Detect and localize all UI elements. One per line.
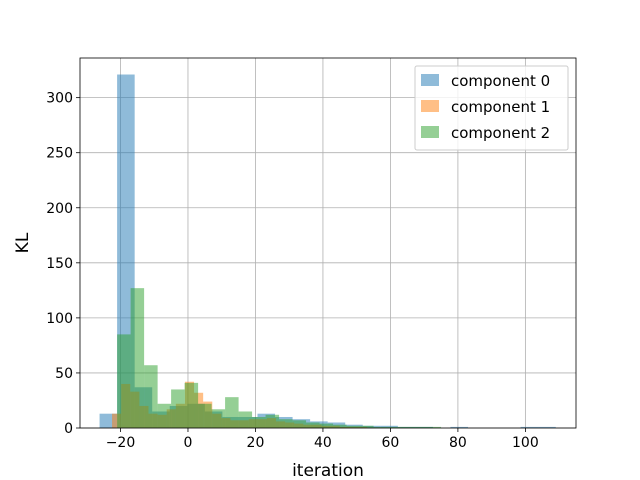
histogram-bar-s2-b3 — [157, 403, 172, 428]
histogram-bars — [99, 74, 556, 429]
histogram-bar-s2-b12 — [279, 419, 293, 428]
legend-swatch-component-2 — [421, 126, 439, 138]
histogram-bar-s2-b23 — [427, 426, 442, 428]
y-tick-label-3: 150 — [46, 256, 73, 272]
histogram-bar-s2-b11 — [265, 414, 280, 428]
histogram-bar-s2-b22 — [414, 426, 428, 428]
histogram-bar-s0-b20 — [450, 426, 469, 428]
x-tick-label-1: 0 — [184, 435, 193, 451]
x-axis-ticks: −20 0 20 40 60 80 100 — [106, 428, 539, 451]
histogram-bar-s1-b0 — [112, 413, 122, 428]
x-tick-label-3: 40 — [314, 435, 332, 451]
x-tick-label-5: 80 — [449, 435, 467, 451]
histogram-bar-s0-b25 — [538, 426, 556, 428]
x-axis-label: iteration — [292, 461, 364, 480]
legend-label-component-1: component 1 — [451, 98, 550, 116]
y-tick-label-4: 200 — [46, 201, 73, 217]
histogram-bar-s2-b6 — [198, 403, 212, 428]
plot-frame — [79, 57, 577, 429]
histogram-bar-s2-b10 — [252, 416, 266, 428]
legend-swatch-component-0 — [421, 74, 439, 86]
y-axis-label: KL — [13, 232, 33, 253]
x-tick-label-0: −20 — [106, 435, 136, 451]
legend-swatch-component-1 — [421, 100, 439, 112]
legend-label-component-2: component 2 — [451, 124, 550, 142]
histogram-bar-s0-b24 — [520, 426, 539, 428]
y-tick-label-0: 0 — [64, 421, 73, 437]
histogram-bar-s2-b15 — [319, 423, 334, 428]
histogram-bar-s2-b21 — [400, 426, 415, 428]
histogram-bar-s2-b20 — [387, 426, 401, 428]
histogram-bar-s2-b18 — [360, 425, 374, 428]
histogram-bar-s2-b2 — [144, 365, 158, 428]
y-axis-ticks: 0 50 100 150 200 250 300 — [46, 91, 80, 437]
histogram-bar-s2-b13 — [292, 420, 307, 428]
histogram-bar-s2-b19 — [373, 426, 388, 428]
x-tick-label-2: 20 — [247, 435, 265, 451]
histogram-bar-s2-b17 — [346, 425, 361, 428]
x-tick-label-6: 100 — [512, 435, 539, 451]
y-tick-label-6: 300 — [46, 91, 73, 107]
histogram-bar-s2-b7 — [211, 409, 226, 428]
histogram-bar-s2-b0 — [117, 334, 131, 428]
histogram-bar-s2-b4 — [171, 389, 185, 428]
y-tick-label-1: 50 — [55, 366, 73, 382]
histogram-bar-s2-b5 — [184, 382, 199, 428]
y-tick-label-5: 250 — [46, 146, 73, 162]
series-2-bars — [117, 288, 442, 428]
histogram-bar-s2-b8 — [225, 397, 239, 428]
x-tick-label-4: 60 — [382, 435, 400, 451]
legend-label-component-0: component 0 — [451, 72, 550, 90]
legend-box — [414, 65, 569, 151]
histogram-bar-s2-b9 — [238, 411, 253, 428]
legend: component 0 component 1 component 2 — [414, 65, 569, 151]
histogram-bar-s2-b14 — [306, 422, 320, 428]
y-tick-label-2: 100 — [46, 311, 73, 327]
histogram-bar-s2-b16 — [333, 424, 347, 428]
histogram-bar-s2-b1 — [130, 288, 145, 428]
